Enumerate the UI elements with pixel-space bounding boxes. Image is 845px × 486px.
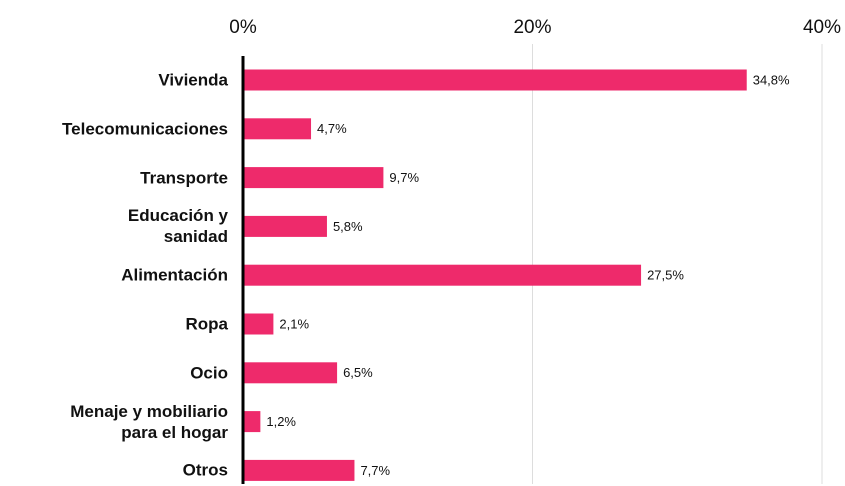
bar	[243, 167, 384, 189]
category-label: Ocio	[190, 363, 228, 383]
category-label: Vivienda	[158, 70, 228, 90]
category-label: Ropa	[185, 314, 229, 334]
value-label: 9,7%	[389, 170, 419, 185]
bar	[243, 411, 261, 433]
value-label: 7,7%	[360, 463, 390, 478]
value-label: 6,5%	[343, 365, 373, 380]
category-label: Telecomunicaciones	[62, 119, 228, 139]
value-label: 1,2%	[266, 414, 296, 429]
x-tick-label: 20%	[513, 17, 551, 38]
bar	[243, 69, 747, 91]
value-label: 27,5%	[647, 268, 684, 283]
bar	[243, 313, 274, 335]
category-label: Educación y sanidad	[127, 206, 228, 247]
bar	[243, 459, 355, 481]
value-label: 5,8%	[333, 219, 363, 234]
bar	[243, 362, 338, 384]
value-label: 2,1%	[279, 316, 309, 331]
x-tick-label: 40%	[803, 17, 841, 38]
bar	[243, 215, 327, 237]
category-label: Transporte	[140, 168, 228, 188]
value-label: 34,8%	[753, 72, 790, 87]
x-tick-label: 0%	[229, 17, 257, 38]
value-label: 4,7%	[317, 121, 347, 136]
bar	[243, 264, 642, 286]
category-label: Otros	[182, 460, 228, 480]
category-label: Alimentación	[121, 265, 228, 285]
bar	[243, 118, 312, 140]
category-label: Menaje y mobiliario para el hogar	[70, 401, 228, 442]
